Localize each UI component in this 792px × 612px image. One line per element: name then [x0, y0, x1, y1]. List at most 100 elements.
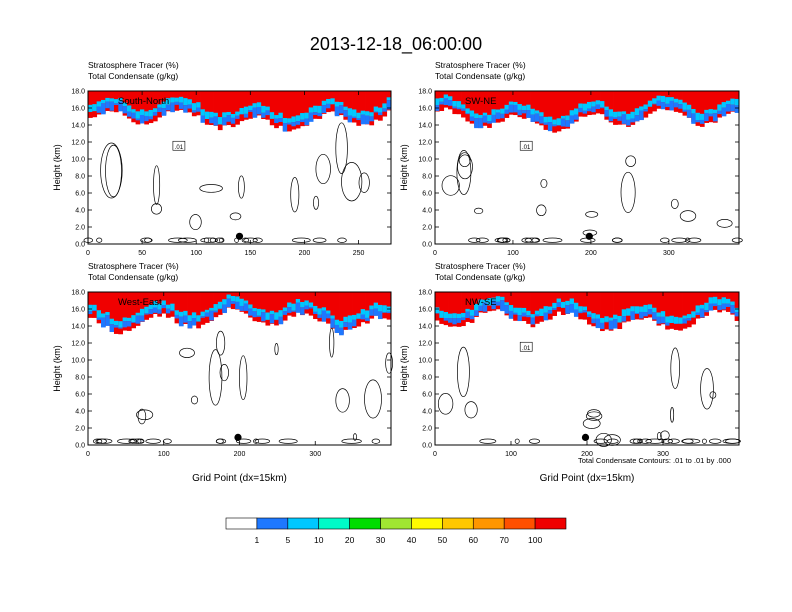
tracer-cell	[334, 292, 340, 333]
tracer-cell	[308, 307, 314, 309]
tracer-cell	[252, 311, 258, 318]
tracer-cell	[287, 91, 292, 132]
tracer-cell	[639, 311, 644, 319]
tracer-cell	[691, 311, 696, 318]
tracer-cell	[582, 310, 588, 313]
tracer-cell	[478, 91, 484, 129]
tracer-cell	[109, 292, 115, 332]
tracer-cell	[539, 308, 544, 316]
tracer-cell	[378, 91, 383, 121]
tracer-cell	[708, 297, 714, 304]
contour-line	[209, 237, 217, 243]
tracer-cell	[178, 311, 184, 317]
tracer-cell	[226, 298, 232, 308]
y-tick-label: 2.0	[75, 225, 85, 232]
tracer-cell	[170, 310, 175, 312]
tracer-cell	[352, 109, 357, 117]
location-marker	[234, 433, 242, 441]
tracer-cell	[604, 110, 610, 117]
tracer-cell	[686, 109, 692, 118]
tracer-cell	[482, 112, 488, 116]
location-marker	[585, 232, 593, 240]
tracer-cell	[565, 305, 571, 314]
tracer-cell	[595, 104, 601, 109]
tracer-cell	[708, 303, 714, 311]
tracer-cell	[239, 298, 245, 306]
x-tick-label: 100	[190, 250, 202, 257]
tracer-cell	[665, 292, 670, 330]
y-tick-label: 16.0	[418, 307, 432, 314]
tracer-cell	[282, 311, 288, 315]
tracer-cell	[204, 309, 210, 313]
tracer-cell	[634, 115, 640, 122]
tracer-cell	[122, 321, 128, 328]
tracer-cell	[678, 317, 683, 324]
tracer-cell	[148, 116, 154, 120]
tracer-cell	[526, 104, 531, 111]
tracer-cell	[278, 118, 284, 122]
contour-line	[536, 204, 547, 217]
tracer-cell	[534, 310, 540, 315]
tracer-cell	[235, 91, 240, 125]
tracer-cell	[730, 301, 736, 306]
tracer-cell	[148, 109, 154, 117]
tracer-cell	[304, 91, 310, 126]
tracer-cell	[660, 102, 666, 110]
tracer-cell	[352, 314, 357, 320]
tracer-cell	[213, 310, 219, 313]
tracer-cell	[204, 111, 210, 119]
y-tick-label: 0.0	[75, 443, 85, 450]
panel-west-east: 0.0 2.0 4.0 6.0 8.0 10.0 12.0 14.0 16.0 18.0 0 100 2…	[52, 261, 393, 484]
contour-line	[214, 237, 224, 243]
tracer-cell	[343, 106, 349, 111]
tracer-cell	[569, 110, 575, 116]
tracer-cell	[530, 114, 536, 122]
tracer-cell	[439, 310, 445, 318]
contour-line	[585, 211, 599, 218]
panel-subtitle: Stratosphere Tracer (%)	[435, 261, 526, 271]
tracer-cell	[487, 114, 492, 122]
tracer-cell	[252, 103, 258, 108]
tracer-cell	[213, 112, 219, 117]
tracer-cell	[321, 105, 327, 113]
tracer-cell	[196, 107, 201, 112]
tracer-cell	[626, 113, 631, 120]
tracer-cell	[178, 102, 184, 109]
tracer-cell	[456, 107, 462, 110]
tracer-cell	[165, 104, 171, 111]
tracer-cell	[313, 91, 318, 119]
contour-line	[620, 171, 636, 213]
tracer-cell	[443, 98, 449, 105]
tracer-cell	[647, 309, 653, 315]
tracer-cell	[209, 292, 214, 321]
tracer-cell	[508, 310, 514, 319]
tracer-cell	[508, 104, 514, 113]
colorbar-label: 5	[285, 535, 290, 545]
tracer-cell	[196, 315, 201, 322]
tracer-cell	[339, 101, 344, 106]
tracer-cell	[526, 310, 531, 316]
tracer-cell	[360, 292, 366, 323]
tracer-cell	[435, 307, 440, 314]
tracer-cell	[378, 304, 383, 312]
panel-subtitle: Total Condensate (g/kg)	[88, 272, 178, 282]
tracer-cell	[105, 97, 111, 102]
tracer-cell	[534, 113, 540, 122]
contour-line	[219, 364, 229, 382]
y-tick-label: 6.0	[422, 191, 432, 198]
tracer-cell	[521, 110, 527, 114]
tracer-cell	[587, 101, 592, 109]
tracer-cell	[161, 108, 167, 116]
contour-line	[606, 438, 619, 444]
contour-line	[329, 327, 335, 358]
tracer-cell	[360, 110, 366, 115]
tracer-cell	[213, 304, 219, 311]
panels: .01 0.0 2.0 4.0 6.0 8.0 10.0 12.0 14.0 16.0 18.0 0 5…	[52, 60, 743, 484]
tracer-cell	[504, 109, 510, 114]
tracer-cell	[96, 106, 102, 113]
tracer-cell	[265, 106, 271, 111]
tracer-cell	[717, 110, 723, 115]
tracer-cell	[243, 303, 249, 311]
tracer-cell	[613, 91, 618, 125]
tracer-cell	[613, 117, 618, 119]
